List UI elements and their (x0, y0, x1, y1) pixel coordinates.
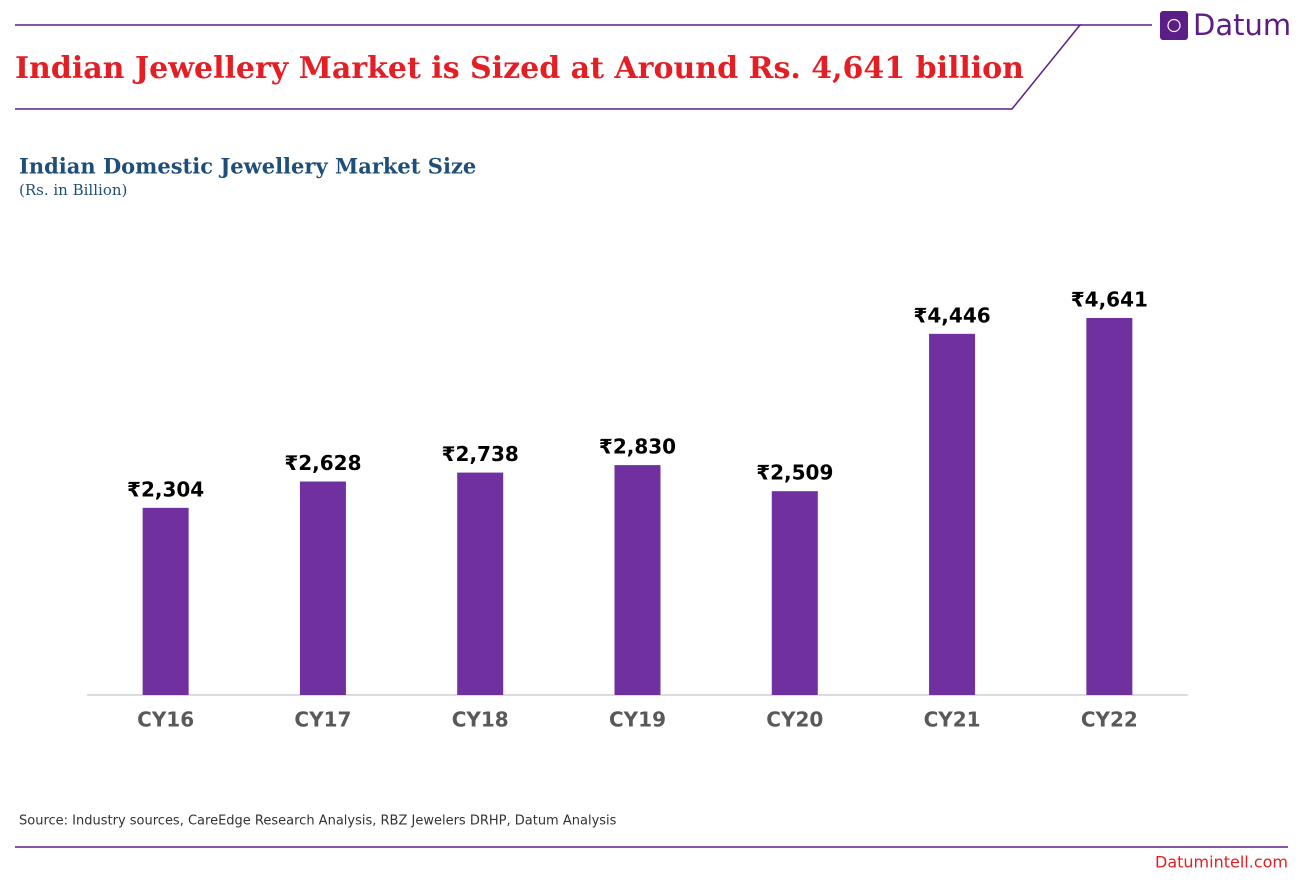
bar (929, 333, 976, 695)
bar (1086, 318, 1133, 695)
x-tick-label: CY21 (924, 708, 981, 732)
chart-title: Indian Domestic Jewellery Market Size (19, 154, 476, 179)
chart-subtitle: (Rs. in Billion) (19, 181, 127, 199)
x-tick-label: CY17 (294, 708, 351, 732)
value-label: ₹4,641 (1071, 288, 1148, 312)
bar (299, 481, 346, 695)
page-title: Indian Jewellery Market is Sized at Arou… (15, 51, 1024, 86)
value-label: ₹2,830 (599, 435, 676, 459)
logo-icon-mark (1167, 18, 1181, 33)
x-tick-label: CY22 (1081, 708, 1138, 732)
value-label: ₹2,509 (756, 461, 833, 485)
value-label: ₹2,304 (127, 477, 204, 501)
bar (457, 472, 504, 695)
plot: CY16 ₹2,304 CY17 ₹2,628 CY18 ₹2,738 CY19 ₹2,830… (127, 288, 1148, 732)
value-label: ₹2,738 (442, 442, 519, 466)
x-tick-label: CY18 (452, 708, 509, 732)
brand: Datum (1193, 8, 1291, 42)
bar (614, 465, 661, 695)
bar (142, 507, 189, 695)
x-tick-label: CY16 (137, 708, 194, 732)
x-tick-label: CY19 (609, 708, 666, 732)
x-tick-label: CY20 (766, 708, 823, 732)
source: Source: Industry sources, CareEdge Resea… (19, 814, 617, 829)
website: Datumintell.com (1155, 853, 1288, 872)
value-label: ₹2,628 (284, 451, 361, 475)
bar (771, 491, 818, 695)
value-label: ₹4,446 (913, 303, 990, 327)
logo-icon (1160, 11, 1188, 40)
header-frame (15, 24, 1082, 110)
